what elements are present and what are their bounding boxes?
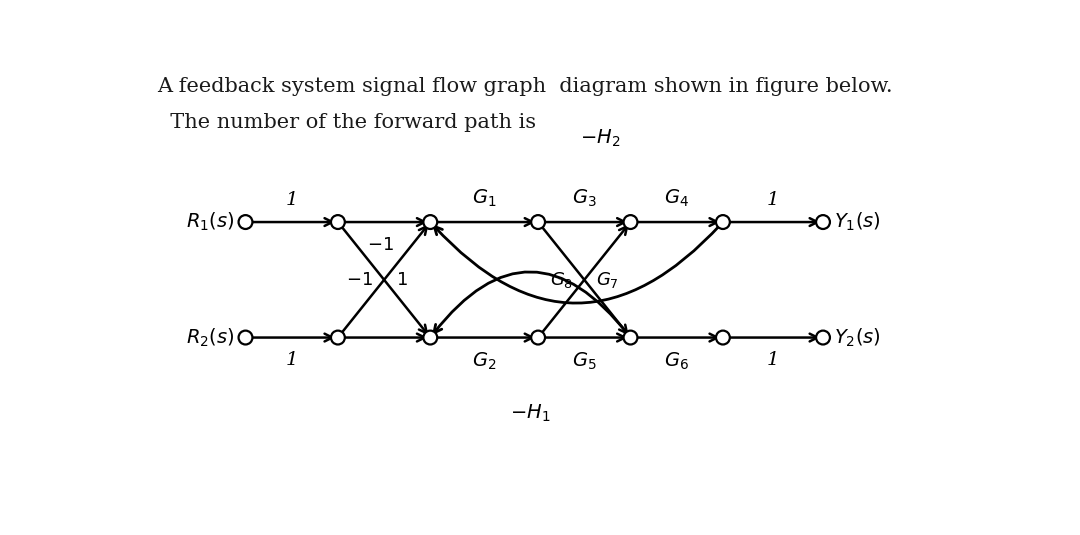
Text: $G_5$: $G_5$ (572, 350, 596, 372)
FancyArrowPatch shape (434, 272, 629, 335)
Text: $R_1(s)$: $R_1(s)$ (186, 211, 234, 233)
Text: $G_8$: $G_8$ (550, 270, 572, 290)
Circle shape (423, 215, 437, 229)
Text: $G_3$: $G_3$ (572, 188, 596, 209)
Text: $-1$: $-1$ (346, 271, 373, 289)
Text: $-H_2$: $-H_2$ (580, 128, 620, 149)
Circle shape (623, 215, 637, 229)
Text: 1: 1 (285, 350, 298, 369)
Text: $-1$: $-1$ (367, 236, 394, 254)
Text: $Y_1(s)$: $Y_1(s)$ (834, 211, 880, 233)
Circle shape (816, 331, 829, 345)
Text: 1: 1 (767, 191, 779, 209)
Text: $G_4$: $G_4$ (664, 188, 689, 209)
Text: $G_7$: $G_7$ (596, 270, 619, 290)
Text: $-H_1$: $-H_1$ (510, 403, 551, 424)
Circle shape (239, 215, 253, 229)
Circle shape (623, 331, 637, 345)
Text: 1: 1 (285, 191, 298, 209)
Circle shape (330, 215, 345, 229)
FancyArrowPatch shape (434, 224, 721, 303)
Text: The number of the forward path is: The number of the forward path is (157, 113, 536, 132)
Text: 1: 1 (767, 350, 779, 369)
Text: $G_1$: $G_1$ (472, 188, 497, 209)
Circle shape (531, 215, 545, 229)
Text: $1$: $1$ (395, 271, 407, 289)
Text: $Y_2(s)$: $Y_2(s)$ (834, 326, 880, 349)
Circle shape (423, 331, 437, 345)
Text: $G_6$: $G_6$ (664, 350, 689, 372)
Text: $R_2(s)$: $R_2(s)$ (186, 326, 234, 349)
Circle shape (239, 331, 253, 345)
Circle shape (330, 331, 345, 345)
Circle shape (816, 215, 829, 229)
Circle shape (716, 331, 730, 345)
Circle shape (531, 331, 545, 345)
Text: $G_2$: $G_2$ (472, 350, 497, 372)
Text: A feedback system signal flow graph  diagram shown in figure below.: A feedback system signal flow graph diag… (157, 77, 892, 96)
Circle shape (716, 215, 730, 229)
